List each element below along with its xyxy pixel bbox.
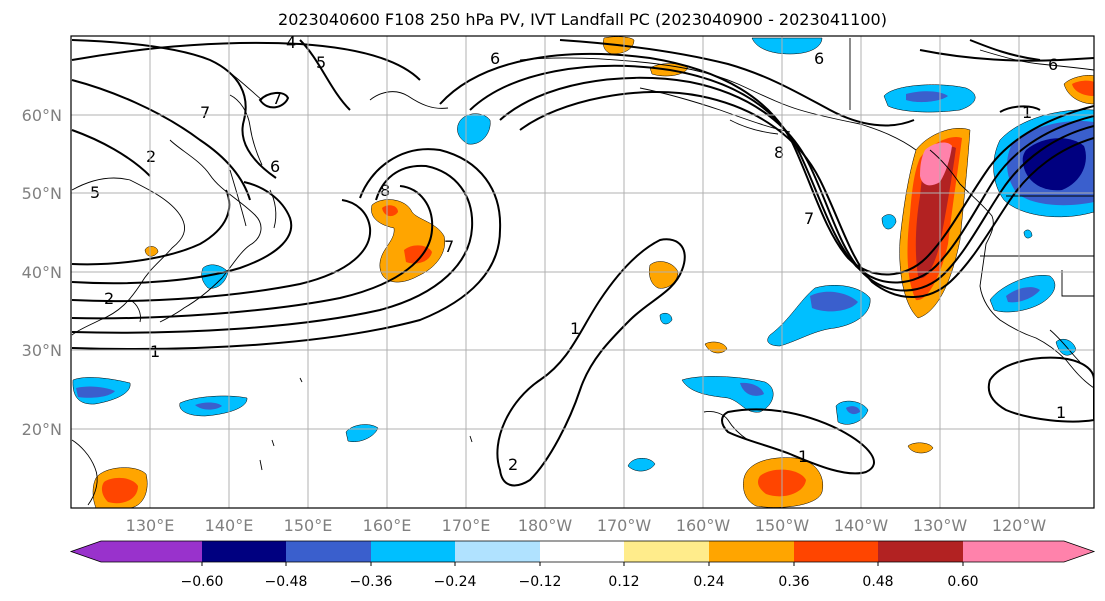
contour-label: 6 xyxy=(270,157,280,176)
longitude-labels: 130°E 140°E 150°E 160°E 170°E 180°W 170°… xyxy=(126,516,1047,535)
contour-label: 8 xyxy=(774,143,784,162)
lon-label: 160°W xyxy=(676,516,731,535)
contour-label: 1 xyxy=(1022,103,1032,122)
colorbar-segment xyxy=(286,541,371,562)
lat-label: 50°N xyxy=(22,184,62,203)
lon-label: 140°E xyxy=(205,516,254,535)
lon-label: 150°W xyxy=(755,516,810,535)
lon-label: 170°W xyxy=(597,516,652,535)
colorbar-tick: −0.24 xyxy=(434,574,477,590)
pv-contours xyxy=(71,39,1094,487)
lon-label: 180°W xyxy=(518,516,573,535)
contour-label: 2 xyxy=(508,455,518,474)
contour-label: 2 xyxy=(104,289,114,308)
colorbar-segment xyxy=(794,541,878,562)
colorbar-segment xyxy=(709,541,794,562)
contour-labels: 1 1 1 1 1 2 2 2 4 5 5 6 6 6 6 7 7 7 7 8 … xyxy=(90,33,1066,474)
colorbar-outline xyxy=(69,540,1096,563)
contour-label: 5 xyxy=(316,53,326,72)
contour-label: 6 xyxy=(814,49,824,68)
lon-label: 120°W xyxy=(992,516,1047,535)
colorbar xyxy=(69,540,1096,566)
lon-label: 140°W xyxy=(834,516,889,535)
lat-label: 20°N xyxy=(22,420,62,439)
colorbar-segment xyxy=(963,541,1094,562)
lat-label: 60°N xyxy=(22,106,62,125)
contour-label: 7 xyxy=(200,103,210,122)
contour-label: 7 xyxy=(272,89,282,108)
colorbar-segment xyxy=(71,541,202,562)
lon-label: 130°W xyxy=(913,516,968,535)
lon-label: 130°E xyxy=(126,516,175,535)
colorbar-tick: −0.36 xyxy=(350,574,393,590)
map-title: 2023040600 F108 250 hPa PV, IVT Landfall… xyxy=(278,10,887,29)
contour-label: 6 xyxy=(1048,55,1058,74)
colorbar-segment xyxy=(878,541,963,562)
colorbar-segment xyxy=(540,541,624,562)
colorbar-tick-labels: −0.60 −0.48 −0.36 −0.24 −0.12 0.12 0.24 … xyxy=(181,574,979,590)
colorbar-tick: 0.24 xyxy=(693,574,724,590)
lon-label: 170°E xyxy=(442,516,491,535)
contour-label: 1 xyxy=(1056,403,1066,422)
contour-label: 8 xyxy=(380,181,390,200)
latitude-labels: 60°N 50°N 40°N 30°N 20°N xyxy=(22,106,62,439)
colorbar-tick: −0.60 xyxy=(181,574,224,590)
lat-label: 30°N xyxy=(22,341,62,360)
contour-label: 4 xyxy=(286,33,296,52)
colorbar-tick: 0.12 xyxy=(608,574,639,590)
colorbar-segment xyxy=(202,541,286,562)
contour-label: 1 xyxy=(570,319,580,338)
colorbar-tick: 0.48 xyxy=(862,574,893,590)
colorbar-tick: 0.60 xyxy=(947,574,978,590)
contour-label: 7 xyxy=(804,209,814,228)
colorbar-segment xyxy=(624,541,709,562)
contour-label: 1 xyxy=(798,447,808,466)
contour-label: 2 xyxy=(146,147,156,166)
contour-label: 6 xyxy=(490,49,500,68)
map-frame xyxy=(70,35,1095,509)
colorbar-segment xyxy=(455,541,540,562)
graticule xyxy=(71,36,1094,508)
colorbar-tick: −0.12 xyxy=(519,574,562,590)
lon-label: 160°E xyxy=(363,516,412,535)
colorbar-segment xyxy=(371,541,455,562)
contour-label: 1 xyxy=(150,342,160,361)
contour-label: 7 xyxy=(444,237,454,256)
lat-label: 40°N xyxy=(22,263,62,282)
colorbar-tick: 0.36 xyxy=(778,574,809,590)
lon-label: 150°E xyxy=(284,516,333,535)
colorbar-tick: −0.48 xyxy=(265,574,308,590)
